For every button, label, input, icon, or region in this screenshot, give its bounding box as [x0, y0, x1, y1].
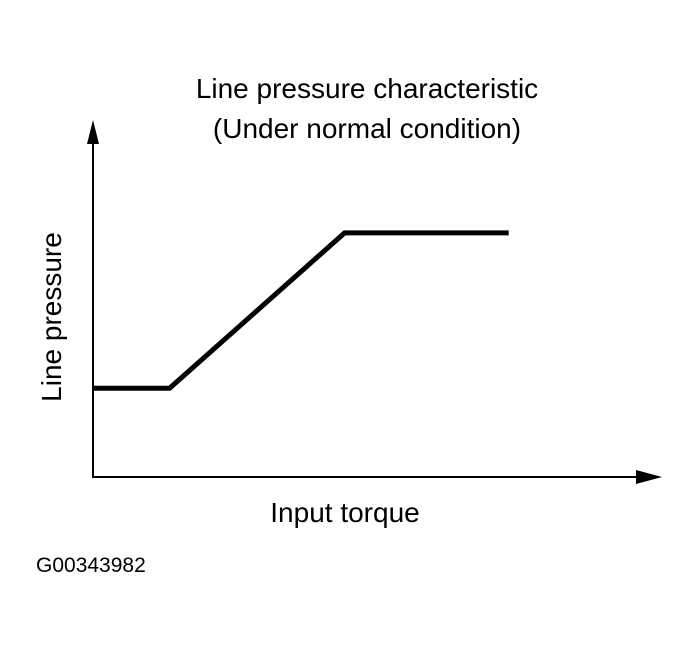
axes [87, 120, 662, 484]
chart-title: Line pressure characteristic [196, 73, 538, 104]
x-axis-arrow [636, 470, 662, 484]
chart-subtitle: (Under normal condition) [213, 113, 521, 144]
y-axis-label: Line pressure [36, 232, 67, 402]
y-axis-arrow [87, 120, 99, 144]
series-line-0 [93, 230, 509, 391]
series-layer [93, 230, 509, 391]
x-axis-label: Input torque [270, 497, 419, 528]
figure-id: G00343982 [36, 554, 146, 577]
